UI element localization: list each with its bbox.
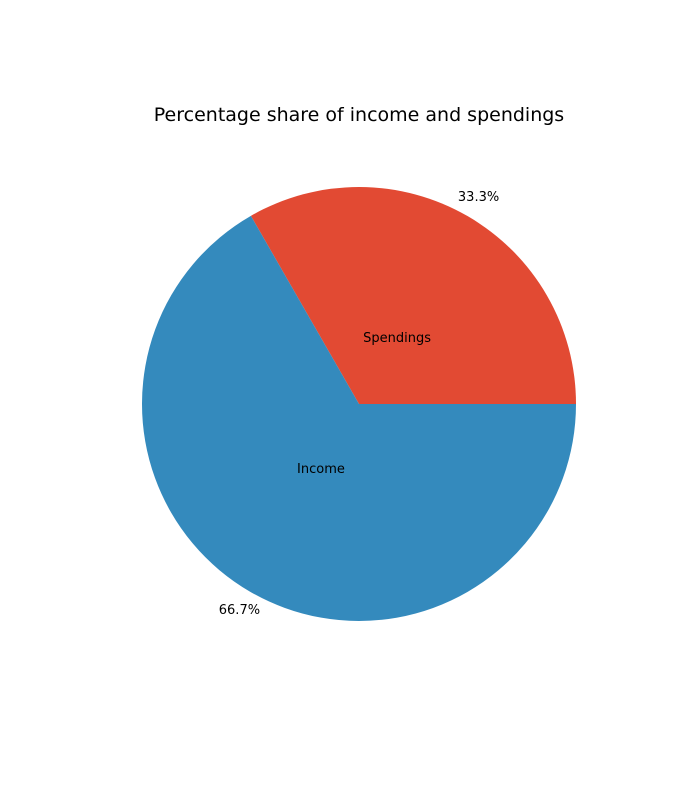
pie-slice-income	[142, 215, 577, 621]
slice-pct-label-spendings: 33.3%	[458, 190, 499, 205]
pie-slice-spendings	[250, 186, 576, 404]
slice-label-spendings: Spendings	[363, 331, 431, 346]
slice-label-income: Income	[297, 462, 345, 477]
slice-pct-label-income: 66.7%	[219, 603, 260, 618]
chart-title: Percentage share of income and spendings	[153, 104, 565, 126]
